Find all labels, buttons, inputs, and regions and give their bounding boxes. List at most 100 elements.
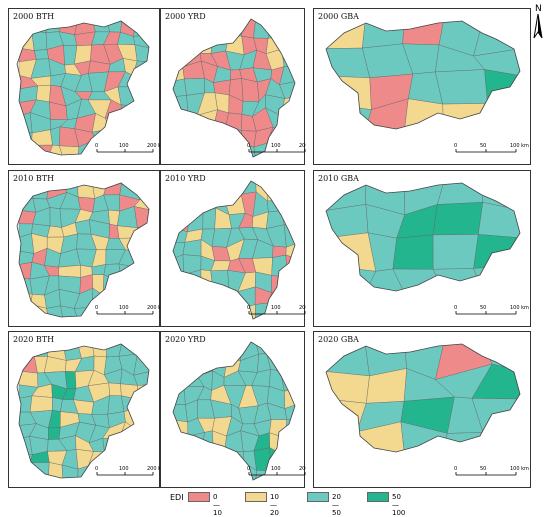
- district: [29, 395, 53, 413]
- district: [133, 407, 149, 429]
- district: [282, 305, 295, 319]
- scale-label: 0: [454, 143, 457, 149]
- scale-bar: 0 100 200 km: [247, 466, 306, 476]
- district: [104, 116, 124, 131]
- district: [478, 202, 520, 239]
- region-outline: [172, 18, 296, 158]
- district: [18, 261, 33, 280]
- district: [48, 462, 64, 478]
- district: [18, 143, 34, 155]
- scale-label: 0: [95, 466, 98, 472]
- district: [182, 300, 204, 319]
- district: [432, 202, 484, 236]
- district: [29, 462, 50, 478]
- choropleth-map: 0 100 200 km: [172, 180, 306, 320]
- district: [271, 275, 288, 293]
- panel-title: 2010 BTH: [13, 174, 55, 183]
- district: [173, 461, 188, 480]
- scale-label: 50: [480, 466, 486, 472]
- legend-swatch-2: [245, 492, 267, 502]
- district: [18, 344, 35, 358]
- district: [182, 354, 198, 377]
- district: [173, 196, 190, 215]
- scale-bar: 0 50 100 km: [454, 305, 529, 315]
- district: [133, 129, 149, 144]
- scale-label: 100 km: [510, 466, 529, 472]
- district: [482, 103, 520, 129]
- scale-label: 200 km: [299, 305, 306, 311]
- district: [212, 181, 229, 202]
- district: [473, 265, 520, 291]
- district: [284, 224, 295, 248]
- district: [132, 75, 149, 90]
- map-panel-2000-gba: 0 50 100 km 2000 GBA: [313, 8, 531, 165]
- panel-title: 2010 GBA: [318, 174, 359, 183]
- district: [134, 44, 149, 63]
- district: [392, 234, 434, 270]
- choropleth-map: 0 50 100 km: [325, 182, 529, 315]
- district: [62, 344, 82, 361]
- district: [267, 19, 284, 39]
- district: [104, 448, 125, 466]
- district: [117, 86, 139, 106]
- district: [173, 112, 189, 132]
- district: [173, 301, 188, 319]
- district: [103, 183, 122, 196]
- choropleth-map: 0 100 200 km: [16, 343, 161, 479]
- district: [282, 143, 295, 157]
- scale-label: 0: [247, 305, 250, 311]
- district: [200, 291, 214, 304]
- scale-label: 200 km: [299, 143, 306, 149]
- district: [200, 126, 215, 145]
- district: [102, 437, 123, 453]
- scale-label: 0: [247, 143, 250, 149]
- district: [173, 49, 189, 68]
- scale-label: 50: [480, 143, 486, 149]
- district: [285, 419, 295, 439]
- district: [182, 140, 201, 157]
- district: [266, 342, 284, 355]
- district: [173, 386, 186, 406]
- district: [280, 353, 295, 374]
- choropleth-map: 0 100 200 km: [16, 182, 161, 318]
- map-panel-2000-yrd: 0 100 200 km 2000 YRD: [160, 8, 306, 165]
- district: [241, 78, 260, 102]
- district: [134, 102, 149, 121]
- district: [184, 78, 205, 96]
- scale-label: 0: [95, 143, 98, 149]
- map-panel-2000-bth: 0 100 200 km 2000 BTH: [8, 8, 161, 165]
- district: [285, 254, 295, 278]
- scale-label: 100: [119, 466, 129, 472]
- district: [482, 426, 520, 452]
- region-outline: [172, 180, 296, 320]
- district: [61, 464, 79, 478]
- district: [134, 452, 149, 467]
- district: [107, 395, 125, 415]
- panel-title: 2020 GBA: [318, 335, 359, 344]
- panel-title: 2020 BTH: [13, 335, 55, 344]
- legend-label-3: 20—50: [332, 493, 341, 517]
- district: [138, 435, 149, 454]
- district: [225, 462, 244, 480]
- scale-bar: 0 100 200 km: [95, 143, 161, 153]
- district: [133, 425, 149, 440]
- district: [282, 288, 295, 309]
- district: [279, 127, 295, 148]
- choropleth-map: 0 100 200 km: [16, 20, 161, 156]
- district: [212, 125, 227, 144]
- district: [182, 455, 201, 467]
- district: [202, 207, 217, 230]
- district: [402, 21, 444, 46]
- region-outline: [16, 343, 150, 479]
- district: [18, 112, 33, 134]
- district: [138, 237, 149, 253]
- district: [253, 447, 271, 472]
- legend-label-4: 50—100: [392, 493, 406, 517]
- district: [31, 144, 53, 155]
- district: [213, 139, 229, 157]
- district: [134, 115, 149, 131]
- district: [282, 342, 295, 358]
- legend-label-2: 10—20: [270, 493, 279, 517]
- district: [173, 419, 189, 437]
- district: [211, 342, 229, 361]
